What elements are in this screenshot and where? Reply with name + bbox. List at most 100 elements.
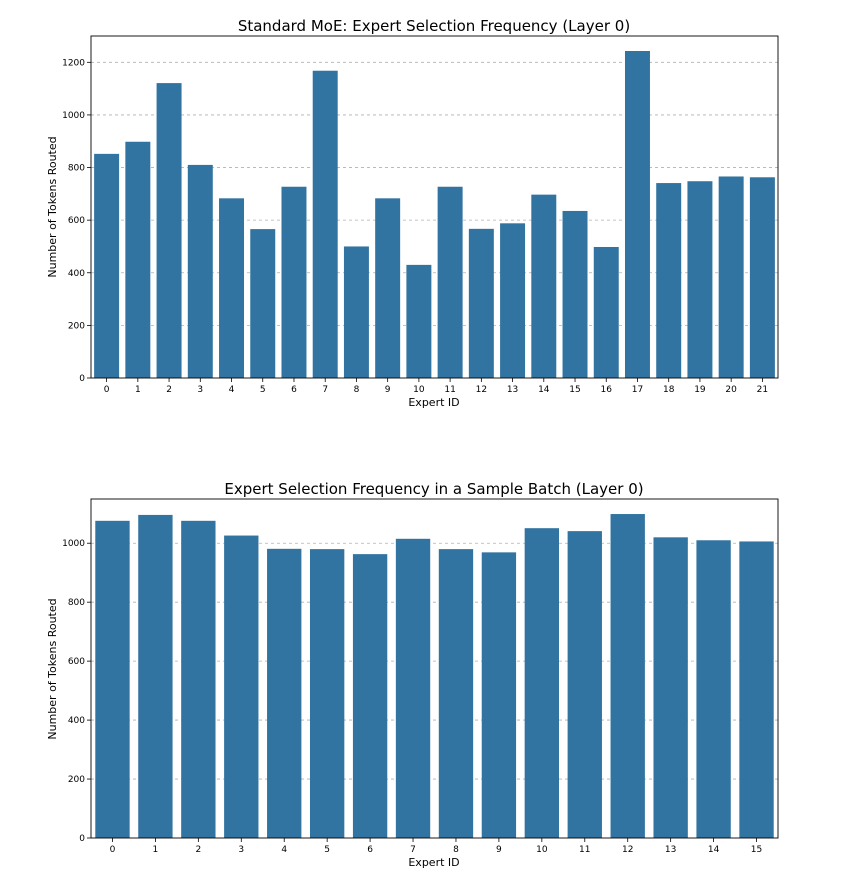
bar-expert-19 [687, 181, 713, 378]
chart-standard-moe: Standard MoE: Expert Selection Frequency… [46, 17, 779, 409]
y-tick-label: 400 [68, 269, 85, 279]
bar-expert-18 [656, 183, 682, 378]
y-tick-label: 1200 [62, 58, 85, 68]
x-tick-label: 9 [496, 845, 502, 855]
bar-expert-9 [375, 198, 401, 378]
bar-expert-11 [567, 531, 602, 838]
x-tick-label: 17 [632, 385, 643, 395]
y-tick-label: 800 [68, 598, 85, 608]
bar-expert-3 [187, 164, 213, 378]
x-tick-label: 5 [260, 385, 266, 395]
x-tick-label: 7 [410, 845, 416, 855]
plot-frame [90, 498, 779, 839]
x-tick-label: 2 [195, 845, 201, 855]
y-axis-label: Number of Tokens Routed [46, 598, 59, 739]
bar-expert-15 [562, 210, 588, 378]
chart-title: Standard MoE: Expert Selection Frequency… [238, 17, 630, 35]
x-tick-label: 6 [367, 845, 373, 855]
bar-expert-2 [156, 83, 182, 379]
y-tick-label: 1000 [62, 111, 85, 121]
bar-expert-10 [524, 528, 560, 838]
x-tick-label: 15 [751, 845, 762, 855]
bar-expert-14 [696, 540, 731, 838]
x-tick-label: 12 [476, 385, 487, 395]
bar-expert-21 [749, 177, 775, 378]
bar-expert-20 [718, 176, 744, 378]
x-tick-label: 21 [757, 385, 768, 395]
bar-expert-15 [739, 541, 774, 838]
bar-expert-12 [610, 514, 645, 838]
bar-expert-16 [593, 246, 619, 378]
x-tick-label: 3 [238, 845, 244, 855]
x-tick-label: 18 [663, 385, 675, 395]
x-tick-label: 9 [385, 385, 391, 395]
y-tick-label: 800 [68, 164, 85, 174]
bar-expert-5 [309, 549, 345, 838]
plot-frame [90, 35, 779, 379]
x-tick-label: 10 [413, 385, 425, 395]
bar-expert-5 [250, 229, 276, 378]
y-tick-label: 600 [68, 657, 85, 667]
bar-expert-4 [267, 548, 302, 838]
x-tick-label: 7 [322, 385, 328, 395]
x-tick-label: 4 [229, 385, 235, 395]
x-tick-label: 14 [538, 385, 550, 395]
x-tick-label: 6 [291, 385, 297, 395]
x-tick-label: 13 [665, 845, 676, 855]
x-tick-label: 1 [153, 845, 159, 855]
x-tick-label: 4 [281, 845, 287, 855]
y-tick-label: 1000 [62, 539, 85, 549]
x-tick-label: 0 [110, 845, 116, 855]
x-tick-label: 11 [444, 385, 455, 395]
bar-expert-14 [531, 194, 557, 378]
bar-expert-8 [343, 246, 369, 378]
bar-expert-1 [125, 141, 151, 378]
x-axis-label: Expert ID [408, 856, 459, 869]
bar-expert-0 [95, 520, 130, 838]
bar-expert-6 [281, 186, 307, 378]
x-tick-label: 3 [197, 385, 203, 395]
x-tick-label: 1 [135, 385, 141, 395]
y-tick-label: 0 [79, 834, 85, 844]
chart-title: Expert Selection Frequency in a Sample B… [224, 480, 643, 498]
x-tick-label: 0 [104, 385, 110, 395]
y-tick-label: 200 [68, 775, 85, 785]
x-tick-label: 8 [453, 845, 459, 855]
bar-expert-6 [352, 554, 388, 838]
bar-expert-7 [312, 70, 338, 379]
x-tick-label: 19 [694, 385, 706, 395]
bar-expert-13 [500, 223, 526, 378]
bar-expert-7 [395, 538, 431, 838]
bar-expert-8 [438, 549, 474, 838]
x-tick-label: 5 [324, 845, 330, 855]
x-tick-label: 13 [507, 385, 518, 395]
bar-expert-1 [138, 514, 173, 838]
x-tick-label: 10 [536, 845, 548, 855]
bar-expert-17 [624, 50, 650, 378]
y-tick-label: 400 [68, 716, 85, 726]
y-tick-label: 200 [68, 321, 85, 331]
bar-expert-10 [406, 264, 432, 378]
bar-expert-11 [437, 186, 463, 378]
x-tick-label: 8 [354, 385, 360, 395]
y-axis-label: Number of Tokens Routed [46, 136, 59, 277]
x-tick-label: 12 [622, 845, 633, 855]
bar-expert-12 [468, 228, 494, 378]
chart-sample-batch: Expert Selection Frequency in a Sample B… [46, 480, 779, 869]
x-tick-label: 16 [601, 385, 613, 395]
x-tick-label: 2 [166, 385, 172, 395]
x-tick-label: 11 [579, 845, 590, 855]
x-tick-label: 20 [725, 385, 737, 395]
bar-expert-9 [481, 552, 517, 838]
bar-expert-13 [653, 537, 688, 838]
bar-expert-2 [181, 520, 216, 838]
bar-expert-4 [219, 198, 245, 378]
y-tick-label: 600 [68, 216, 85, 226]
bar-expert-3 [224, 535, 259, 838]
y-tick-label: 0 [79, 374, 85, 384]
x-tick-label: 15 [569, 385, 580, 395]
bar-expert-0 [94, 153, 120, 378]
x-tick-label: 14 [708, 845, 720, 855]
x-axis-label: Expert ID [408, 396, 459, 409]
